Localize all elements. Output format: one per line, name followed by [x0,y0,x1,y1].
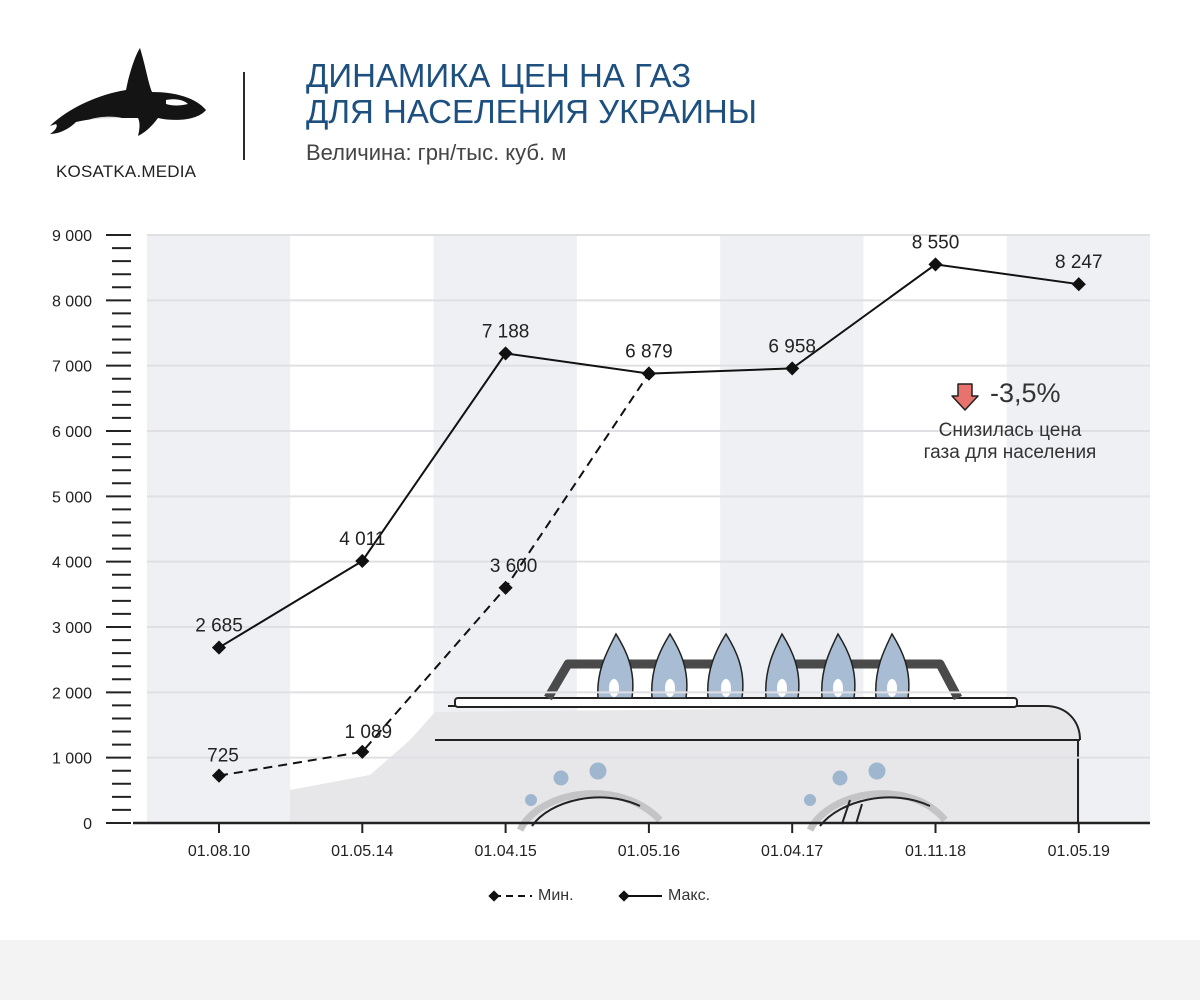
column-band [290,235,434,823]
x-tick-label: 01.05.16 [618,843,680,860]
line-chart: 0 1 000 2 000 3 000 4 000 5 000 6 000 7 000 8 00… [52,228,1151,860]
y-tick-label: 5 000 [52,489,92,506]
chart-grid [147,234,1150,759]
title-line-2: ДЛЯ НАСЕЛЕНИЯ УКРАИНЫ [306,93,757,130]
y-tick-label: 1 000 [52,751,92,768]
x-tick-label: 01.04.17 [761,843,823,860]
header-divider [243,72,245,160]
data-point [355,744,370,759]
stove-illustration [290,632,1081,832]
orca-icon [50,48,206,136]
data-label: 6 958 [768,336,816,357]
x-axis: 01.08.10 01.05.14 01.04.15 01.05.16 01.04.17… [133,821,1150,860]
brand-name: KOSATKA.MEDIA [56,162,197,181]
data-label: 725 [207,746,239,767]
x-tick-label: 01.08.10 [188,843,250,860]
data-point [928,257,943,272]
data-point [785,361,800,376]
legend-label-max: Макс. [668,887,711,904]
brand-logo: KOSATKA.MEDIA [40,40,220,190]
change-note-line-1: Снизилась цена [938,420,1082,441]
data-label: 8 550 [912,232,960,253]
y-axis: 0 1 000 2 000 3 000 4 000 5 000 6 000 7 000 8 00… [52,228,131,833]
y-tick-label: 2 000 [52,685,92,702]
data-label: 3 600 [490,556,538,577]
data-point [498,580,513,595]
footer-band [0,940,1200,1000]
data-label: 2 685 [195,616,243,637]
data-point [211,768,227,783]
y-tick-label: 9 000 [52,228,92,245]
legend-swatch-solid [618,890,662,902]
data-point [1071,277,1086,292]
data-point [498,346,513,361]
change-row: -3,5% [900,378,1120,414]
y-tick-label: 3 000 [52,620,92,637]
y-tick-label: 6 000 [52,424,92,441]
data-labels: 725 1 089 3 600 2 685 4 011 7 188 6 879 6 958 8 … [195,232,1103,767]
title-line-1: ДИНАМИКА ЦЕН НА ГАЗ [306,57,692,94]
legend-label-min: Мин. [538,887,574,904]
y-tick-label: 8 000 [52,293,92,310]
data-label: 1 089 [345,722,393,743]
x-tick-label: 01.04.15 [474,843,536,860]
change-note-line-2: газа для населения [923,442,1097,463]
x-tick-label: 01.05.19 [1048,843,1110,860]
data-point [355,553,370,569]
data-label: 8 247 [1055,252,1103,273]
page-title: ДИНАМИКА ЦЕН НА ГАЗ ДЛЯ НАСЕЛЕНИЯ УКРАИН… [306,58,1006,130]
data-label: 6 879 [625,342,673,363]
chart-legend: Мин. Макс. [0,884,1200,908]
data-label: 7 188 [482,321,530,342]
x-tick-label: 01.05.14 [331,843,393,860]
change-percent: -3,5% [990,378,1061,408]
y-tick-label: 7 000 [52,359,92,376]
data-point [641,366,656,381]
data-label: 4 011 [339,529,385,550]
legend-swatch-dashed [488,890,532,902]
chart-series [211,257,1086,783]
change-note: Снизилась цена газа для населения [900,420,1120,464]
y-tick-label: 4 000 [52,555,92,572]
y-tick-label: 0 [83,816,92,833]
down-arrow-icon [951,383,979,411]
change-annotation: -3,5% Снизилась цена газа для населения [900,378,1120,464]
column-band [147,235,291,823]
page-subtitle: Величина: грн/тыс. куб. м [306,140,567,165]
x-tick-label: 01.11.18 [905,843,966,860]
data-point [211,640,227,655]
